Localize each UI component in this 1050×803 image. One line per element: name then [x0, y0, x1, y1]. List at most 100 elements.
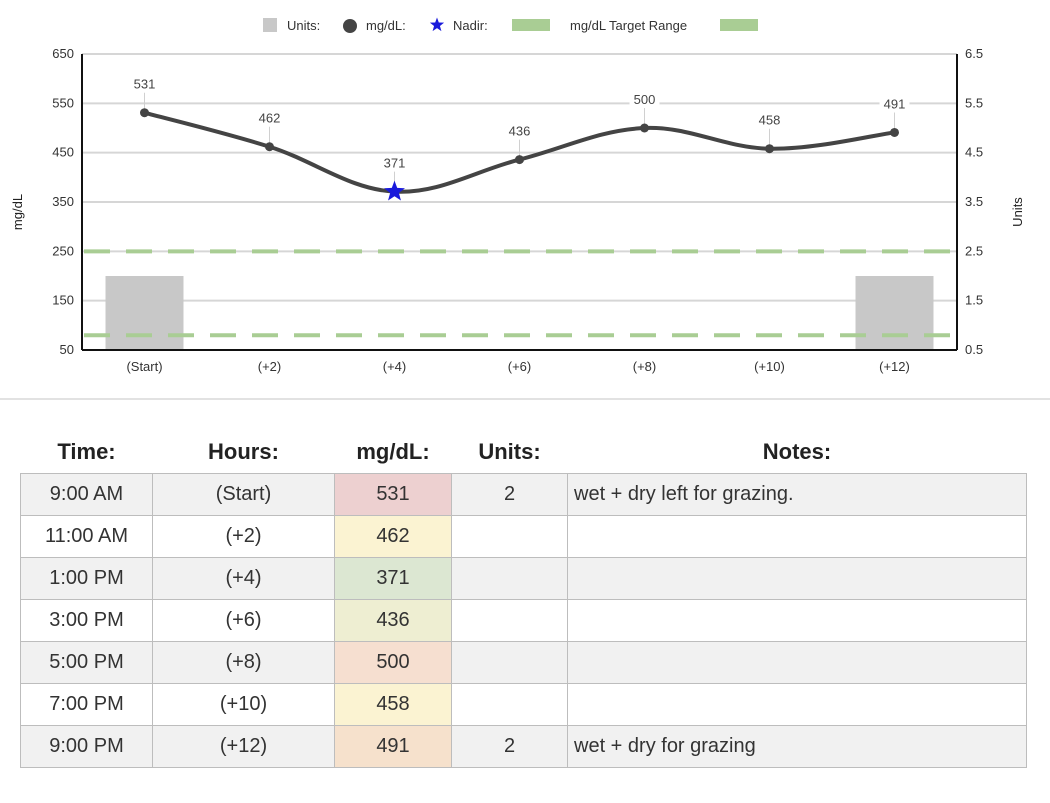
cell-mgdl: 371 — [334, 557, 452, 600]
cell-time: 11:00 AM — [20, 515, 153, 558]
cell-hours: (+6) — [152, 599, 335, 642]
mgdl-data-label: 462 — [259, 111, 281, 126]
mgdl-data-label: 500 — [634, 92, 656, 107]
legend-target-label: mg/dL Target Range — [570, 18, 687, 33]
data-label-background — [879, 96, 910, 112]
data-label-background — [629, 92, 660, 107]
mgdl-data-point — [140, 108, 149, 118]
header-notes: Notes: — [762, 438, 832, 464]
cell-notes — [567, 599, 1027, 642]
mgdl-data-label: 436 — [509, 124, 531, 139]
units-bar — [855, 276, 934, 350]
y-tick-label: 50 — [60, 342, 74, 357]
mgdl-data-label: 371 — [384, 156, 406, 171]
cell-units — [451, 599, 568, 642]
cell-units — [451, 641, 568, 684]
x-tick-label: (Start) — [126, 359, 162, 374]
y2-tick-label: 2.5 — [965, 243, 983, 258]
legend-units-label: Units: — [287, 18, 320, 33]
header-units: Units: — [478, 438, 541, 464]
cell-hours: (+10) — [152, 683, 335, 726]
legend-mgdl-label: mg/dL: — [366, 18, 406, 33]
cell-notes — [567, 641, 1027, 684]
mgdl-data-point — [515, 155, 524, 165]
x-tick-label: (+6) — [508, 359, 531, 374]
mgdl-data-label: 491 — [884, 96, 906, 111]
y-tick-label: 550 — [52, 95, 74, 110]
table-row: 9:00 PM (+12) 491 2 wet + dry for grazing — [20, 725, 1027, 768]
data-label-background — [254, 110, 285, 126]
cell-mgdl: 458 — [334, 683, 452, 726]
y2-tick-label: 4.5 — [965, 145, 983, 160]
legend-nadir-label: Nadir: — [453, 18, 488, 33]
cell-time: 7:00 PM — [20, 683, 153, 726]
mgdl-data-point — [640, 123, 649, 133]
x-tick-label: (+8) — [633, 359, 656, 374]
y2-tick-label: 6.5 — [965, 46, 983, 61]
mgdl-data-point — [265, 142, 274, 152]
legend-nadir-star — [429, 17, 445, 32]
y2-axis-title: Units — [1010, 197, 1025, 227]
cell-units — [451, 557, 568, 600]
table-row: 5:00 PM (+8) 500 — [20, 641, 1027, 684]
x-tick-label: (+4) — [383, 359, 406, 374]
cell-hours: (+2) — [152, 515, 335, 558]
cell-units — [451, 515, 568, 558]
table-header-row: Time: Hours: mg/dL: Units: Notes: — [21, 430, 1027, 474]
y-axis-title: mg/dL — [10, 194, 25, 230]
y-tick-label: 150 — [52, 293, 74, 308]
cell-hours: (+4) — [152, 557, 335, 600]
data-label-background — [379, 155, 410, 171]
legend-target-swatch — [512, 19, 550, 31]
y-tick-label: 450 — [52, 145, 74, 160]
cell-time: 9:00 AM — [20, 473, 153, 516]
cell-hours: (+12) — [152, 725, 335, 768]
units-bar — [105, 276, 184, 350]
y2-tick-label: 5.5 — [965, 95, 983, 110]
mgdl-data-label: 458 — [759, 113, 781, 128]
legend-target-swatch-end — [720, 19, 758, 31]
y2-tick-label: 1.5 — [965, 293, 983, 308]
cell-notes — [567, 683, 1027, 726]
x-tick-label: (+12) — [879, 359, 910, 374]
cell-mgdl: 436 — [334, 599, 452, 642]
y2-tick-label: 3.5 — [965, 194, 983, 209]
y-tick-label: 250 — [52, 243, 74, 258]
data-label-background — [504, 123, 535, 139]
cell-mgdl: 462 — [334, 515, 452, 558]
table-row: 9:00 AM (Start) 531 2 wet + dry left for gra… — [20, 473, 1027, 516]
mgdl-data-point — [765, 144, 774, 154]
data-label-background — [129, 76, 160, 92]
header-hours: Hours: — [208, 438, 279, 464]
cell-time: 9:00 PM — [20, 725, 153, 768]
table-row: 3:00 PM (+6) 436 — [20, 599, 1027, 642]
cell-notes — [567, 515, 1027, 558]
cell-units: 2 — [451, 473, 568, 516]
legend-mgdl-swatch — [343, 19, 357, 33]
table-row: 1:00 PM (+4) 371 — [20, 557, 1027, 600]
glucose-curve-chart: 650 550 450 350 250 150 50 6.5 5.5 4.5 3.5 2.5 1.5 0.… — [10, 17, 1025, 374]
table-row: 11:00 AM (+2) 462 — [20, 515, 1027, 558]
cell-notes: wet + dry for grazing — [567, 725, 1027, 768]
glucose-log-table: Time: Hours: mg/dL: Units: Notes: 9:00 A… — [20, 430, 1027, 768]
mgdl-data-label: 531 — [134, 77, 156, 92]
cell-hours: (Start) — [152, 473, 335, 516]
legend-units-swatch — [263, 18, 277, 32]
mgdl-data-point — [890, 127, 899, 137]
cell-mgdl: 531 — [334, 473, 452, 516]
cell-time: 1:00 PM — [20, 557, 153, 600]
cell-mgdl: 491 — [334, 725, 452, 768]
data-label-background — [754, 112, 785, 128]
x-tick-label: (+2) — [258, 359, 281, 374]
cell-time: 3:00 PM — [20, 599, 153, 642]
cell-notes: wet + dry left for grazing. — [567, 473, 1027, 516]
header-mgdl: mg/dL: — [356, 438, 430, 464]
cell-notes — [567, 557, 1027, 600]
chart-panel: 650 550 450 350 250 150 50 6.5 5.5 4.5 3.5 2.5 1.5 0.… — [0, 0, 1050, 400]
y2-tick-label: 0.5 — [965, 342, 983, 357]
cell-hours: (+8) — [152, 641, 335, 684]
x-tick-label: (+10) — [754, 359, 785, 374]
cell-units: 2 — [451, 725, 568, 768]
y-tick-label: 350 — [52, 194, 74, 209]
nadir-star-marker — [384, 180, 405, 201]
